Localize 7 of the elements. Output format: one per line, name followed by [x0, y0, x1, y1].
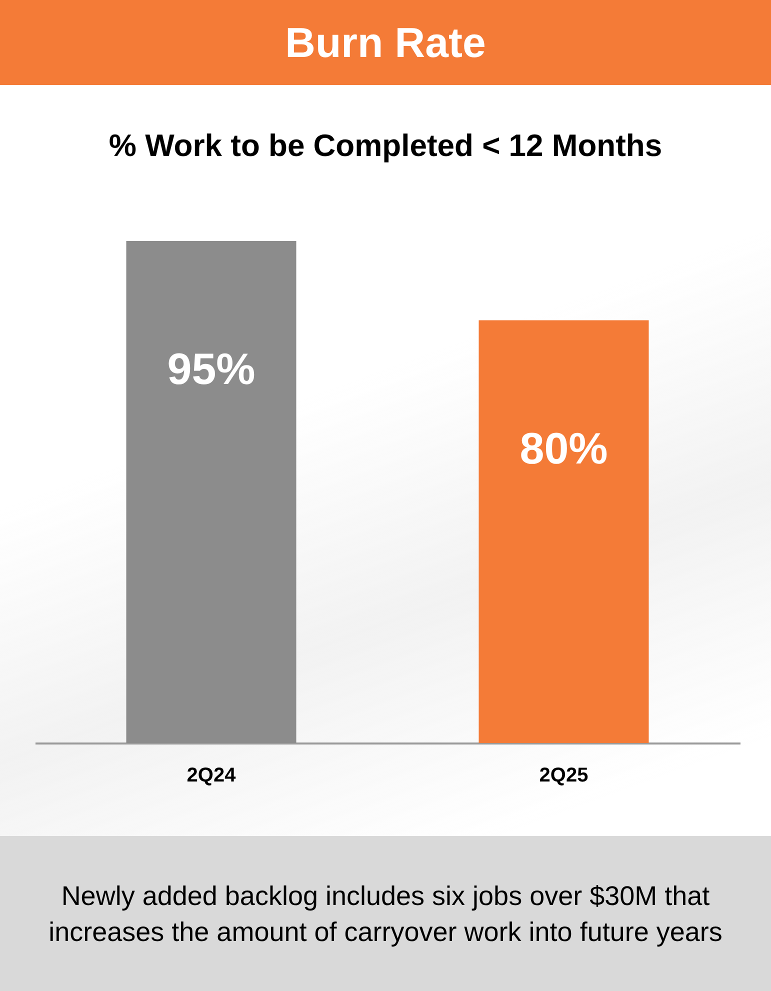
x-tick-label: 2Q24 — [186, 764, 237, 786]
text: Newly added backlog includes six jobs over $30M that increases the amount of carryover work into future years — [48, 880, 724, 949]
data-label: 95% — [167, 345, 256, 394]
x-tick-label: 2Q25 — [539, 764, 588, 786]
data-label: 80% — [520, 424, 608, 474]
chart-subtitle: % Work to be Completed < 12 Months — [108, 128, 664, 164]
chart-title: Burn Rate — [0, 0, 771, 85]
